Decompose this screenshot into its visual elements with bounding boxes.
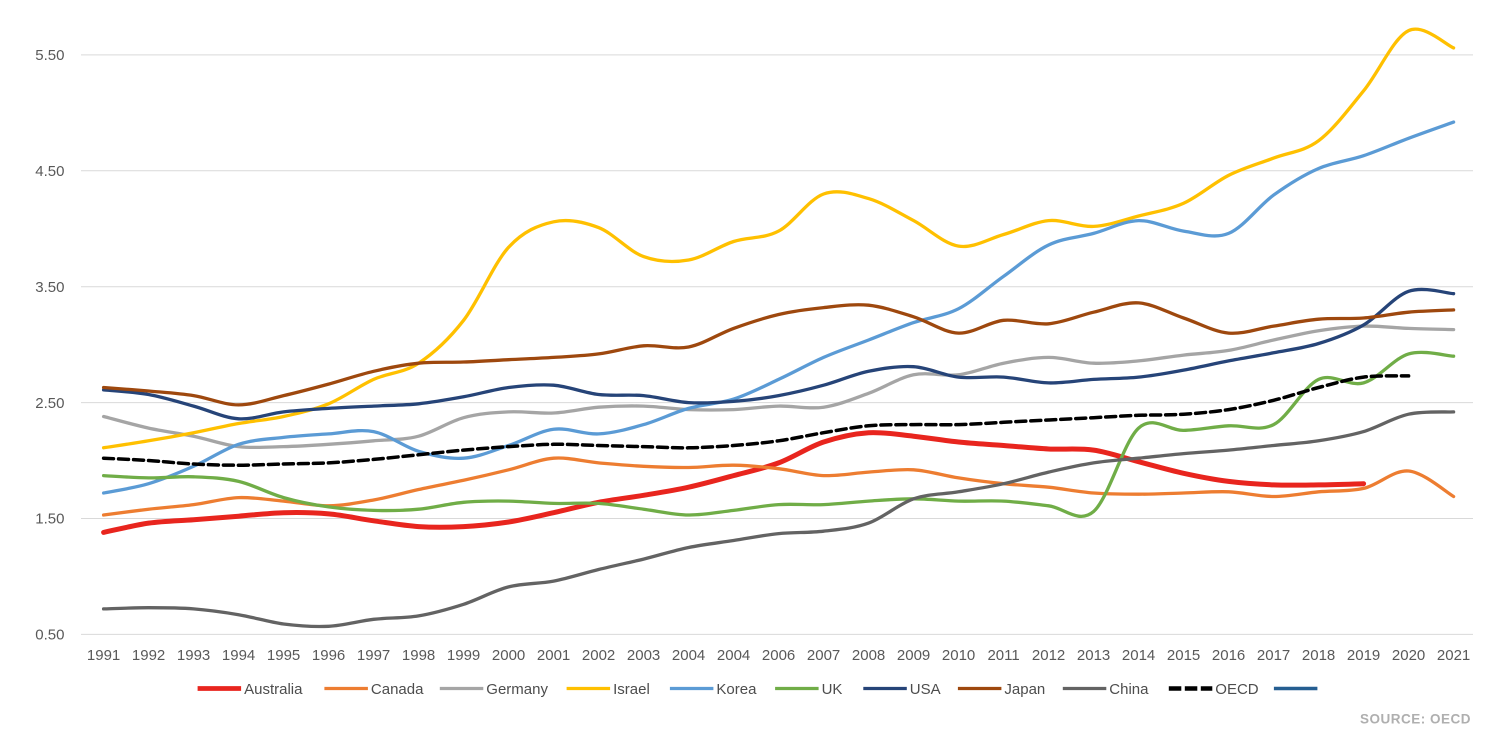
svg-text:OECD: OECD	[1215, 681, 1259, 698]
svg-text:Canada: Canada	[371, 681, 424, 698]
svg-text:4.50: 4.50	[35, 163, 64, 180]
svg-text:2007: 2007	[807, 647, 840, 664]
svg-text:0.50: 0.50	[35, 627, 64, 644]
svg-text:2017: 2017	[1257, 647, 1290, 664]
svg-text:2003: 2003	[627, 647, 660, 664]
svg-text:2020: 2020	[1392, 647, 1425, 664]
svg-text:2.50: 2.50	[35, 395, 64, 412]
svg-text:1999: 1999	[447, 647, 480, 664]
svg-text:3.50: 3.50	[35, 279, 64, 296]
svg-text:2019: 2019	[1347, 647, 1380, 664]
svg-text:Germany: Germany	[486, 681, 548, 698]
svg-text:1991: 1991	[87, 647, 120, 664]
svg-text:Australia: Australia	[244, 681, 303, 698]
svg-text:1995: 1995	[267, 647, 300, 664]
svg-text:2006: 2006	[762, 647, 795, 664]
svg-text:1994: 1994	[222, 647, 255, 664]
svg-text:5.50: 5.50	[35, 47, 64, 64]
svg-text:SOURCE: OECD: SOURCE: OECD	[1360, 712, 1471, 727]
svg-text:1996: 1996	[312, 647, 345, 664]
svg-text:2001: 2001	[537, 647, 570, 664]
svg-text:2004: 2004	[672, 647, 705, 664]
svg-text:Japan: Japan	[1004, 681, 1045, 698]
svg-text:USA: USA	[910, 681, 941, 698]
svg-text:2018: 2018	[1302, 647, 1335, 664]
svg-text:2021: 2021	[1437, 647, 1470, 664]
svg-text:2015: 2015	[1167, 647, 1200, 664]
svg-text:Israel: Israel	[613, 681, 650, 698]
svg-text:2011: 2011	[987, 647, 1019, 664]
svg-text:China: China	[1109, 681, 1149, 698]
svg-text:1997: 1997	[357, 647, 390, 664]
svg-text:1.50: 1.50	[35, 511, 64, 528]
svg-text:2016: 2016	[1212, 647, 1245, 664]
svg-text:2000: 2000	[492, 647, 525, 664]
svg-text:2010: 2010	[942, 647, 975, 664]
svg-text:2004: 2004	[717, 647, 750, 664]
svg-text:2012: 2012	[1032, 647, 1065, 664]
svg-text:2008: 2008	[852, 647, 885, 664]
svg-text:1998: 1998	[402, 647, 435, 664]
svg-text:2014: 2014	[1122, 647, 1155, 664]
svg-text:2013: 2013	[1077, 647, 1110, 664]
svg-text:1993: 1993	[177, 647, 210, 664]
svg-text:2009: 2009	[897, 647, 930, 664]
svg-text:UK: UK	[822, 681, 843, 698]
svg-text:1992: 1992	[132, 647, 165, 664]
svg-text:Korea: Korea	[716, 681, 757, 698]
svg-text:2002: 2002	[582, 647, 615, 664]
